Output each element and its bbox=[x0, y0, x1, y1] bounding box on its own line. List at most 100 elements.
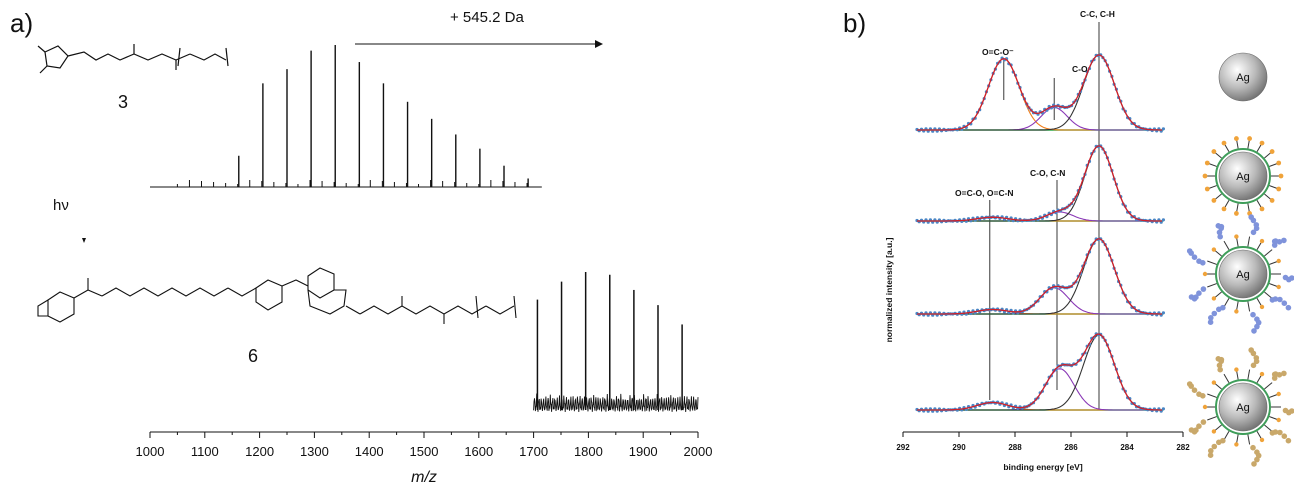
polymer-bead bbox=[1253, 222, 1260, 228]
polymer-bead bbox=[1251, 328, 1257, 334]
polymer-bead bbox=[1248, 214, 1254, 220]
ms-spectrum-bottom bbox=[533, 272, 699, 413]
mass-shift-label: + 545.2 Da bbox=[450, 9, 524, 26]
ligand-head bbox=[1234, 234, 1239, 239]
polymer-bead bbox=[1285, 304, 1292, 311]
polymer-bead bbox=[1289, 275, 1294, 281]
particle-shell bbox=[1215, 379, 1271, 435]
xps-component bbox=[917, 334, 1162, 411]
ligand-head bbox=[1204, 160, 1210, 166]
ligand-head bbox=[1202, 271, 1208, 277]
ligand-head bbox=[1276, 186, 1282, 192]
polymer-bead bbox=[1211, 443, 1218, 450]
ligand-head bbox=[1221, 206, 1227, 212]
polymer-bead bbox=[1196, 391, 1202, 398]
ms-x-tick-label: 2000 bbox=[684, 444, 713, 459]
xps-envelope bbox=[917, 333, 1162, 411]
ligand-head bbox=[1211, 198, 1217, 203]
silver-nanoparticle: Ag bbox=[1186, 214, 1294, 334]
ligand-head bbox=[1211, 149, 1217, 154]
panel-b-label: b) bbox=[843, 8, 866, 38]
silver-nanoparticle: Ag bbox=[1186, 347, 1294, 467]
silver-nanoparticle: Ag bbox=[1218, 52, 1268, 102]
polymer-bead bbox=[1254, 323, 1260, 330]
xps-spectrum bbox=[915, 332, 1165, 413]
ligand-head bbox=[1259, 140, 1265, 146]
particle-core bbox=[1218, 382, 1268, 432]
polymer-bead bbox=[1251, 461, 1257, 467]
xps-spectrum bbox=[915, 53, 1165, 133]
peak-label-carboxylate: O=C-O⁻ bbox=[982, 47, 1014, 57]
xps-x-tick-label: 288 bbox=[1008, 443, 1022, 452]
polymer-bead bbox=[1196, 423, 1202, 430]
xps-component bbox=[917, 238, 1162, 315]
ms-x-tick-label: 1000 bbox=[136, 444, 165, 459]
xps-data-point bbox=[1161, 218, 1165, 222]
particle-label: Ag bbox=[1236, 171, 1249, 183]
polymer-bead bbox=[1217, 233, 1223, 240]
ligand-chain bbox=[1247, 301, 1251, 312]
polymer-bead bbox=[1191, 387, 1198, 394]
xps-y-axis-label: normalized intensity [a.u.] bbox=[884, 237, 894, 342]
xps-data-point bbox=[1161, 311, 1165, 315]
polymer-bead bbox=[1216, 306, 1222, 313]
polymer-bead bbox=[1253, 355, 1260, 361]
xps-spectrum bbox=[915, 237, 1165, 317]
ligand-head bbox=[1211, 429, 1217, 434]
polymer-bead bbox=[1272, 296, 1279, 302]
polymer-bead bbox=[1186, 381, 1193, 387]
ligand-head bbox=[1269, 149, 1275, 154]
polymer-bead bbox=[1250, 311, 1256, 318]
xps-x-tick-label: 286 bbox=[1064, 443, 1078, 452]
polymer-bead bbox=[1281, 370, 1287, 377]
structure-3-drawing bbox=[37, 44, 229, 74]
xps-x-axis-label: binding energy [eV] bbox=[1003, 462, 1083, 472]
nanoparticle-illustrations: Ag Ag Ag Ag bbox=[1186, 52, 1294, 467]
polymer-bead bbox=[1281, 237, 1287, 244]
ligand-head bbox=[1234, 136, 1239, 141]
xps-envelope bbox=[917, 54, 1162, 131]
ligand-head bbox=[1247, 136, 1252, 141]
ligand-head bbox=[1202, 173, 1208, 179]
ligand-head bbox=[1259, 304, 1265, 310]
ligand-chain bbox=[1247, 369, 1251, 380]
xps-x-tick-label: 282 bbox=[1176, 443, 1190, 452]
hv-label: hν bbox=[53, 197, 69, 214]
polymer-bead bbox=[1207, 452, 1214, 459]
ligand-head bbox=[1234, 309, 1239, 314]
ligand-chain bbox=[1223, 297, 1230, 308]
particle-label: Ag bbox=[1236, 269, 1249, 281]
ms-x-tick-label: 1400 bbox=[355, 444, 384, 459]
ligand-head bbox=[1276, 284, 1281, 290]
ms-x-tick-label: 1300 bbox=[300, 444, 329, 459]
ligand-chain bbox=[1207, 393, 1217, 398]
polymer-bead bbox=[1196, 290, 1202, 297]
ms-x-tick-label: 1500 bbox=[410, 444, 439, 459]
polymer-bead bbox=[1211, 310, 1218, 317]
peak-label-c-o-c-n: C-O, C-N bbox=[1030, 168, 1065, 178]
polymer-bead bbox=[1250, 362, 1257, 369]
ligand-head bbox=[1259, 437, 1265, 443]
ligand-head bbox=[1269, 198, 1275, 203]
polymer-bead bbox=[1217, 366, 1223, 373]
mass-shift-arrowhead-icon bbox=[595, 40, 603, 48]
xps-x-axis: 292 290 288 286 284 282 bbox=[896, 431, 1190, 452]
polymer-bead bbox=[1277, 429, 1283, 436]
polymer-bead bbox=[1285, 437, 1292, 444]
ms-x-axis: 1000 1100 1200 1300 1400 1500 1600 1700 1800 1900… bbox=[136, 431, 713, 459]
ligand-head bbox=[1276, 417, 1281, 423]
xps-spectra bbox=[915, 53, 1165, 413]
polymer-bead bbox=[1207, 319, 1214, 326]
particle-core bbox=[1218, 151, 1268, 201]
particle-core bbox=[1218, 52, 1268, 102]
ligand-head bbox=[1276, 160, 1282, 166]
ligand-head bbox=[1211, 296, 1217, 301]
xps-x-tick-label: 284 bbox=[1120, 443, 1134, 452]
peak-label-ester-amide: O=C-O, O=C-N bbox=[955, 188, 1014, 198]
polymer-bead bbox=[1200, 419, 1207, 425]
ligand-head bbox=[1278, 173, 1284, 179]
hv-arrow-icon bbox=[82, 238, 86, 243]
polymer-bead bbox=[1254, 456, 1260, 463]
particle-core bbox=[1218, 249, 1268, 299]
